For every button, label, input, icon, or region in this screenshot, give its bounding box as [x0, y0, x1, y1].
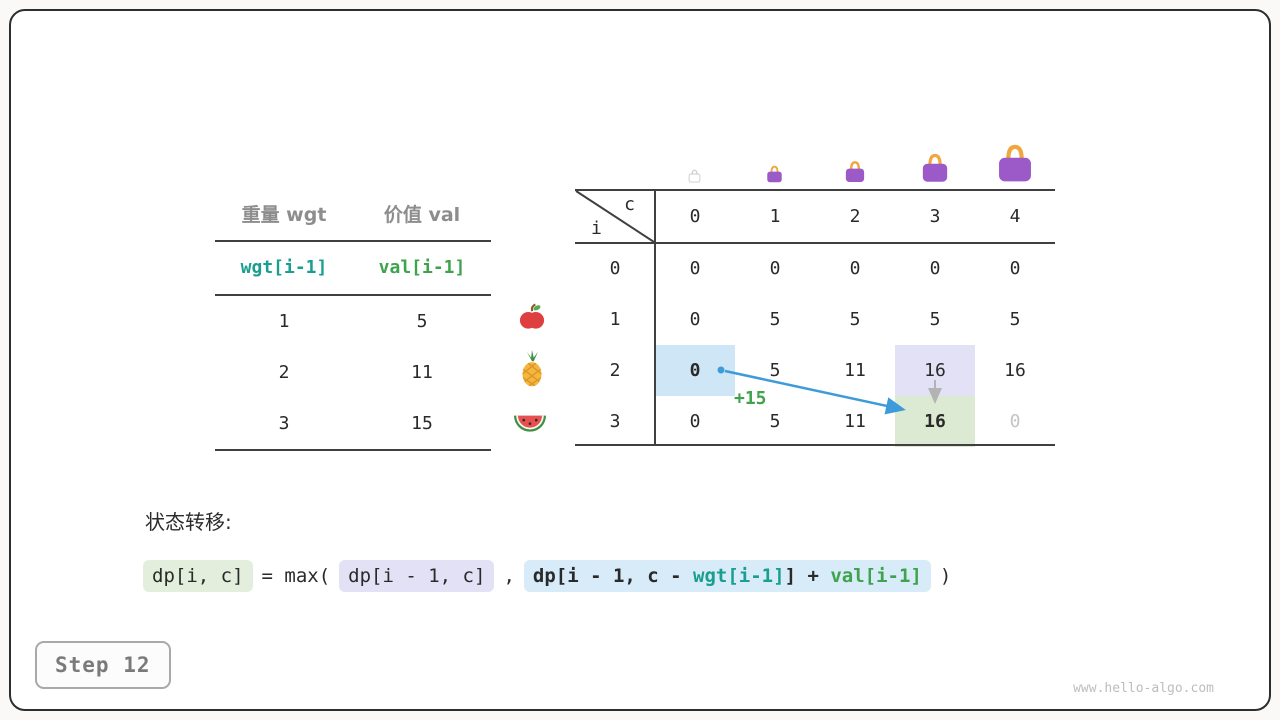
item-3-weight: 3	[278, 413, 290, 434]
bag-capacity-2-icon	[845, 161, 865, 183]
dp-cell-2-2: 11	[844, 360, 866, 381]
dp-cell-3-4-pending: 0	[1009, 411, 1021, 432]
dp-top-line	[575, 189, 1055, 191]
option-take-chip: dp[i - 1, c - wgt[i-1]] + val[i-1]	[523, 560, 931, 592]
page-frame	[9, 9, 1271, 711]
bag-capacity-3-icon	[922, 153, 948, 182]
col-header-4: 4	[1009, 206, 1021, 227]
dp-cell-1-3: 5	[929, 309, 941, 330]
dp-cell-1-2: 5	[849, 309, 861, 330]
item-row-3: 3 15	[215, 398, 491, 451]
dp-row-3: 3 0 5 11 16 0	[575, 396, 1055, 447]
dp-cell-2-0-source-highlight: 0	[655, 345, 735, 396]
comma-text: ,	[503, 565, 515, 587]
apple-icon	[519, 303, 545, 329]
items-table-header: 重量 wgt 价值 val	[215, 190, 491, 242]
col-header-1: 1	[769, 206, 781, 227]
dp-header-line	[575, 242, 1055, 244]
col-header-3: 3	[929, 206, 941, 227]
item-2-weight: 2	[278, 362, 290, 383]
dp-cell-3-1: 5	[769, 411, 781, 432]
dp-row-0: 0 0 0 0 0 0	[575, 243, 1055, 294]
option-take-mid: ] +	[784, 565, 831, 587]
col-header-0: 0	[689, 206, 701, 227]
step-badge: Step 12	[35, 641, 171, 689]
value-column-header: 价值 val	[383, 204, 461, 226]
val-formula: val[i-1]	[378, 257, 466, 278]
row-header-0: 0	[609, 258, 621, 279]
weight-column-header: 重量 wgt	[241, 204, 327, 226]
dp-cell-2-4: 16	[1004, 360, 1026, 381]
corner-diagonal-line	[575, 190, 655, 243]
pineapple-icon	[522, 350, 542, 387]
item-2-value: 11	[411, 362, 433, 383]
dp-cell-3-2: 11	[844, 411, 866, 432]
corner-row-label: i	[591, 218, 602, 239]
option-take-val: val[i-1]	[830, 565, 922, 587]
dp-cell-0-4: 0	[1009, 258, 1021, 279]
row-header-3: 3	[609, 411, 621, 432]
bag-capacity-0-icon	[688, 169, 701, 183]
item-1-weight: 1	[278, 311, 290, 332]
dp-row-1: 1 0 5 5 5 5	[575, 294, 1055, 345]
dp-vertical-line	[654, 189, 656, 446]
transition-formula: dp[i, c] = max( dp[i - 1, c] , dp[i - 1,…	[143, 560, 951, 592]
wgt-formula: wgt[i-1]	[240, 257, 328, 278]
dp-bottom-line	[575, 444, 1055, 446]
item-row-2: 2 11	[215, 347, 491, 398]
dp-cell-0-3: 0	[929, 258, 941, 279]
dp-header-row: c i 0 1 2 3 4	[575, 190, 1055, 243]
col-header-2: 2	[849, 206, 861, 227]
option-skip-chip: dp[i - 1, c]	[339, 560, 495, 592]
dp-cell-2-3-option-highlight: 16	[895, 345, 975, 396]
dp-cell-1-0: 0	[689, 309, 701, 330]
dp-table: c i 0 1 2 3 4 0 0 0 0 0 0 1 0 5 5 5 5 2 …	[575, 190, 1055, 447]
plus-value-annotation: +15	[734, 388, 767, 409]
corner-col-label: c	[624, 194, 635, 215]
dp-cell-3-0: 0	[689, 411, 701, 432]
item-1-value: 5	[416, 311, 428, 332]
row-header-2: 2	[609, 360, 621, 381]
dp-cell-1-1: 5	[769, 309, 781, 330]
dp-cell-3-3-current-highlight: 16	[895, 396, 975, 447]
dp-cell-1-4: 5	[1009, 309, 1021, 330]
equals-max-text: = max(	[261, 565, 331, 587]
bag-capacity-1-icon	[767, 165, 782, 183]
item-row-1: 1 5	[215, 296, 491, 347]
dp-cell-0-1: 0	[769, 258, 781, 279]
option-take-wgt: wgt[i-1]	[693, 565, 785, 587]
items-table: 重量 wgt 价值 val wgt[i-1] val[i-1] 1 5 2 11…	[215, 190, 491, 451]
watermelon-icon	[514, 415, 546, 432]
dp-corner-cell: c i	[575, 190, 655, 243]
item-3-value: 15	[411, 413, 433, 434]
dp-current-chip: dp[i, c]	[143, 560, 253, 592]
bag-capacity-4-icon	[999, 144, 1031, 182]
site-watermark: www.hello-algo.com	[1073, 681, 1214, 696]
dp-row-2: 2 0 5 11 16 16	[575, 345, 1055, 396]
close-paren-text: )	[939, 565, 952, 587]
items-formula-row: wgt[i-1] val[i-1]	[215, 242, 491, 296]
row-header-1: 1	[609, 309, 621, 330]
transition-section-label: 状态转移:	[145, 510, 232, 534]
dp-cell-0-2: 0	[849, 258, 861, 279]
dp-cell-0-0: 0	[689, 258, 701, 279]
option-take-prefix: dp[i - 1, c -	[532, 565, 694, 587]
